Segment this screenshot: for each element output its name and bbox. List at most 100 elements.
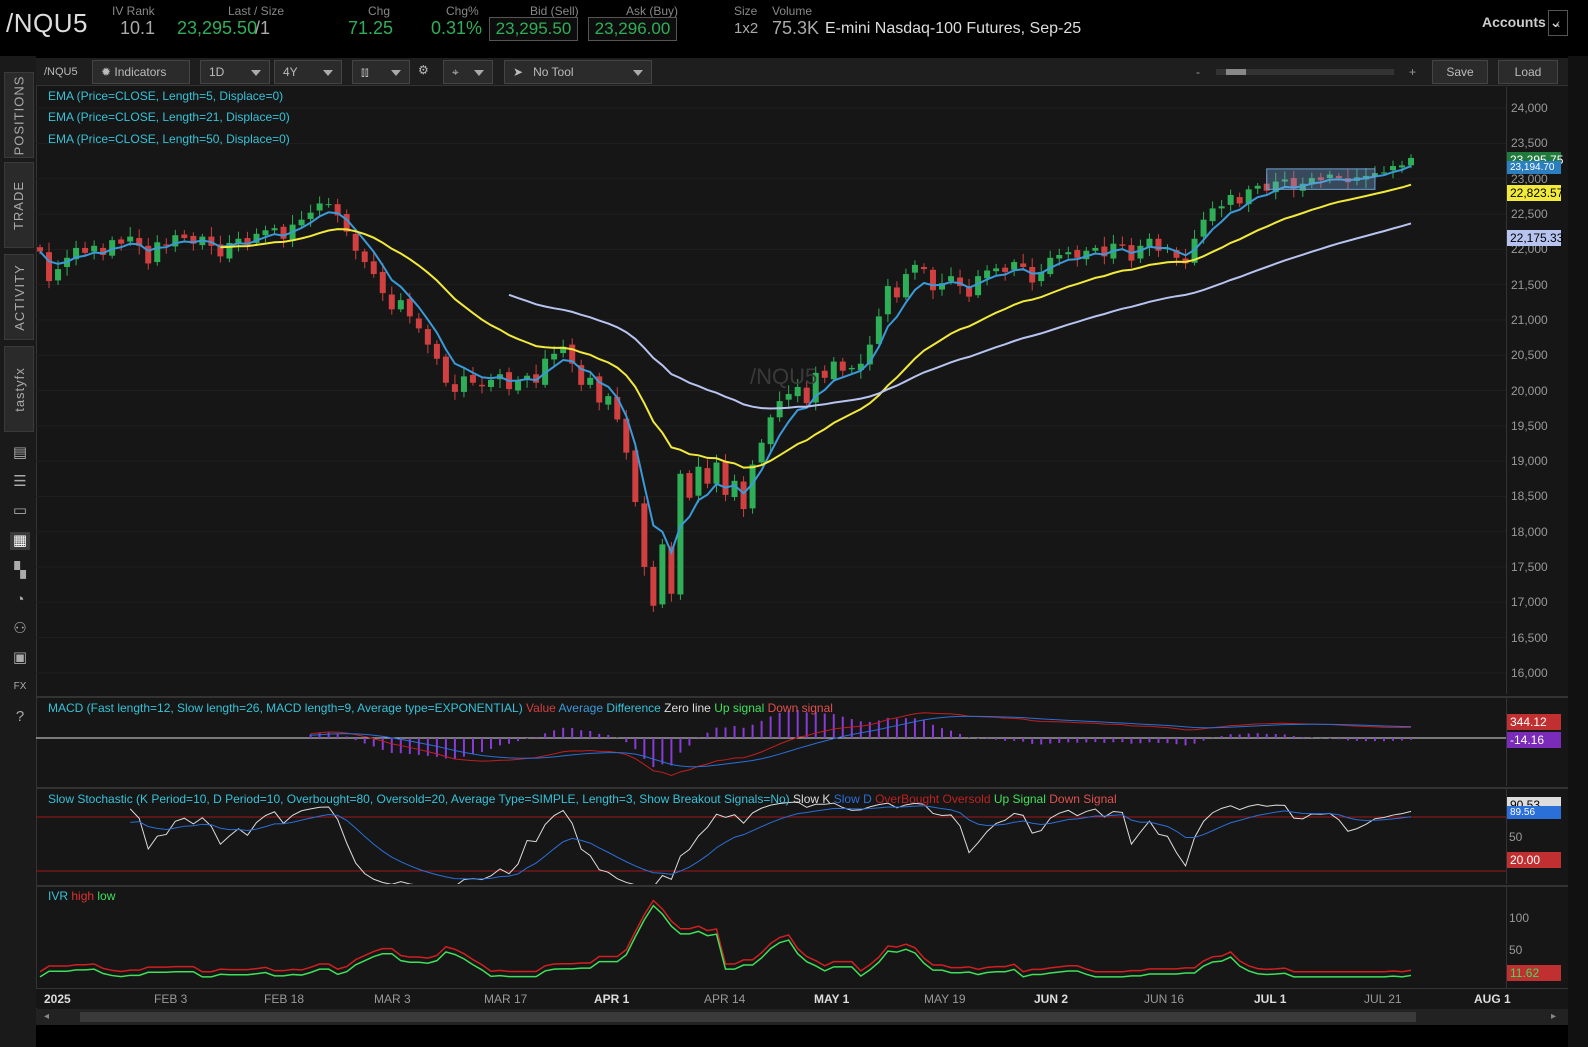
candle-body: [776, 401, 783, 418]
save-button[interactable]: Save: [1432, 60, 1488, 84]
indicators-button[interactable]: ✹ Indicators: [92, 60, 190, 84]
candle-body: [1119, 244, 1126, 246]
stochastic-axis: [1506, 787, 1568, 884]
candle-body: [785, 394, 792, 400]
macd-value-legend: Value: [526, 701, 556, 715]
macd-label[interactable]: MACD (Fast length=12, Slow length=26, MA…: [48, 701, 833, 715]
candle-body: [325, 204, 332, 206]
candle-body: [857, 363, 864, 371]
bid-button[interactable]: 23,295.50: [489, 17, 578, 41]
ivr-value-tag: 11.62: [1507, 965, 1561, 981]
chart-type-select[interactable]: ⫾⫾: [352, 60, 410, 84]
timeframe-value: 1D: [209, 65, 225, 79]
ema21-line: [220, 183, 1412, 469]
range-select[interactable]: 4Y: [274, 60, 342, 84]
ivr-label[interactable]: IVR high low: [48, 889, 115, 903]
timeframe-select[interactable]: 1D: [200, 60, 270, 84]
ema5-line: [39, 164, 1412, 556]
candle-body: [82, 247, 89, 253]
ivr-high-line: [39, 899, 1412, 973]
candle-body: [397, 300, 404, 310]
chart-book-icon[interactable]: ▤: [12, 444, 28, 461]
scrollbar-thumb[interactable]: [80, 1012, 1416, 1022]
tv-icon[interactable]: ▭: [12, 502, 28, 519]
horizontal-scrollbar[interactable]: ◂ ▸: [36, 1009, 1568, 1025]
chg-label: Chg: [368, 4, 391, 18]
collapse-panel-button[interactable]: ‹: [1548, 10, 1568, 36]
candle-body: [280, 226, 287, 239]
drawing-style-select[interactable]: ⌖: [443, 60, 493, 84]
date-axis[interactable]: 2025 FEB 3 FEB 18 MAR 3 MAR 17 APR 1 APR 14 MAY…: [36, 988, 1568, 1008]
price-axis[interactable]: 24,000 23,500 23,000 22,500 22,000 21,500 21,0…: [1506, 87, 1568, 694]
tab-tastyfx[interactable]: tastyfx: [4, 346, 34, 432]
price-tick-label: 19,000: [1511, 454, 1548, 469]
bidask-size: 1x2: [734, 20, 759, 37]
accounts-menu[interactable]: Accounts ⌄: [1482, 14, 1561, 31]
ema21-study-label[interactable]: EMA (Price=CLOSE, Length=21, Displace=0): [48, 110, 290, 124]
symbol-title[interactable]: /NQU5: [6, 8, 88, 38]
candle-body: [262, 230, 269, 236]
candle-body: [749, 464, 756, 509]
ivr-axis: [1506, 885, 1568, 988]
list-icon[interactable]: ☰: [13, 473, 27, 490]
stochastic-panel[interactable]: [36, 787, 1506, 884]
gauge-icon[interactable]: ◔: [15, 591, 25, 608]
ask-button[interactable]: 23,296.00: [588, 17, 677, 41]
candle-body: [1272, 181, 1279, 193]
chart-watermark: /NQU5: [750, 364, 818, 389]
settings-gear-icon[interactable]: ⚙: [418, 63, 429, 77]
candle-body: [1056, 254, 1063, 259]
macd-panel[interactable]: [36, 696, 1506, 786]
indicators-label: Indicators: [114, 65, 167, 79]
scroll-right-icon[interactable]: ▸: [1551, 1011, 1557, 1022]
tab-activity[interactable]: ACTIVITY: [4, 254, 34, 340]
zoom-out-button[interactable]: -: [1196, 65, 1200, 79]
tool-select[interactable]: ➤ No Tool: [504, 60, 652, 84]
candle-body: [812, 372, 819, 403]
layout-icon[interactable]: ▚: [14, 562, 26, 579]
candle-body: [758, 442, 765, 463]
candle-body: [316, 203, 323, 211]
chart-grid-icon[interactable]: ▦: [10, 532, 30, 550]
price-tick-label: 18,500: [1511, 489, 1548, 504]
ema5-price-tag: 23,194.70: [1507, 161, 1561, 174]
tab-trade-label: TRADE: [11, 180, 27, 230]
community-icon[interactable]: ⚇: [13, 620, 27, 637]
help-icon[interactable]: ?: [15, 708, 25, 725]
fx-icon[interactable]: FX: [13, 681, 27, 692]
macd-average-legend: Average: [558, 701, 603, 715]
stochastic-label[interactable]: Slow Stochastic (K Period=10, D Period=1…: [48, 792, 1117, 806]
price-tick-label: 24,000: [1511, 101, 1548, 116]
tab-trade[interactable]: TRADE: [4, 162, 34, 248]
candle-body: [100, 247, 107, 255]
candle-body: [226, 242, 233, 259]
candle-body: [1317, 177, 1324, 181]
candle-body: [1146, 238, 1153, 248]
stoch-axis-50: 50: [1509, 830, 1523, 844]
zoom-handle[interactable]: [1226, 69, 1246, 75]
candle-body: [713, 462, 720, 484]
candle-body: [1281, 179, 1288, 182]
zoom-in-button[interactable]: +: [1409, 65, 1417, 79]
ema5-study-label[interactable]: EMA (Price=CLOSE, Length=5, Displace=0): [48, 89, 284, 103]
candle-body: [542, 358, 549, 385]
chart-area[interactable]: [36, 58, 1568, 1025]
candle-body: [361, 251, 368, 263]
candle-body: [848, 367, 855, 370]
candle-body: [984, 270, 991, 279]
zoom-slider[interactable]: [1216, 69, 1394, 75]
ema50-study-label[interactable]: EMA (Price=CLOSE, Length=50, Displace=0): [48, 132, 290, 146]
macd-average-line: [310, 715, 1412, 768]
left-sidebar: POSITIONS TRADE ACTIVITY tastyfx ▤ ☰ ▭ ▦…: [0, 56, 36, 1047]
ivr-panel[interactable]: [36, 885, 1506, 988]
scroll-left-icon[interactable]: ◂: [44, 1011, 50, 1022]
calendar-icon[interactable]: ▣: [12, 649, 28, 666]
price-tick-label: 18,000: [1511, 524, 1548, 539]
ivr-chart: [39, 899, 1412, 978]
candle-body: [740, 481, 747, 510]
toolbar-symbol: /NQU5: [44, 66, 78, 78]
price-chart[interactable]: [36, 87, 1506, 694]
candle-body: [1047, 257, 1054, 275]
tab-positions[interactable]: POSITIONS: [4, 72, 34, 158]
load-button[interactable]: Load: [1498, 60, 1558, 84]
